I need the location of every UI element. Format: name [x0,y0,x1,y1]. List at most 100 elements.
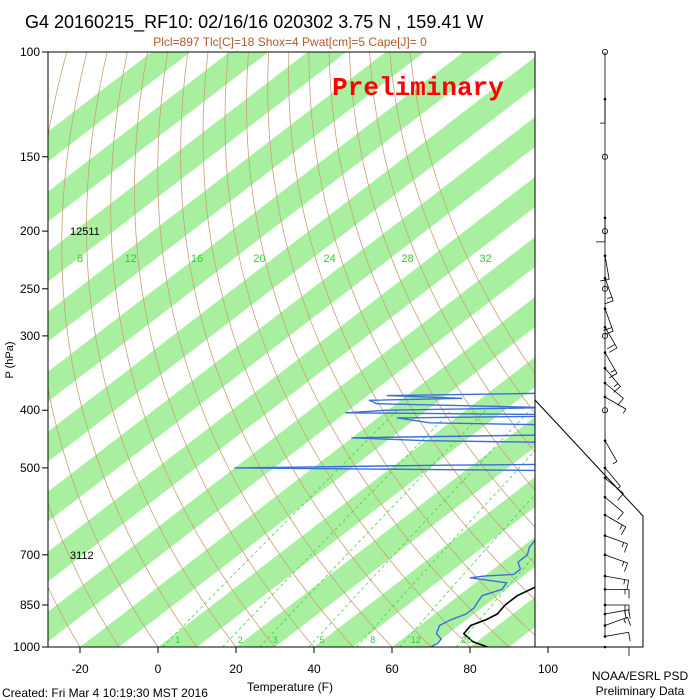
wind-barb-staff [604,554,628,564]
isotherm-band [314,477,535,647]
dry-adiabats [48,52,535,647]
mixing-ratio-label: 8 [77,253,83,265]
wind-barb-feather [623,579,626,585]
preliminary-watermark: Preliminary [332,73,504,103]
mixing-ratio-label: 2 [238,635,243,645]
x-tick-label: 0 [155,662,162,676]
dry-adiabat-line [61,52,198,647]
wind-barb-staff [604,308,614,332]
dry-adiabat-line [134,52,315,647]
mixing-ratio-line [308,409,531,647]
isotherm-band [48,237,535,642]
isotherm-band [48,52,191,162]
y-tick-label: 700 [20,548,40,562]
mixing-ratio-label: 12 [125,253,137,265]
wind-barb-feather [620,526,627,535]
dry-adiabat-line [369,52,535,453]
mixing-ratio-label: 8 [370,635,375,645]
wind-barb-feather [604,330,614,335]
wind-barb-feather [624,562,628,572]
wind-barb-feather [616,485,621,490]
mixing-ratio-line [399,493,535,647]
mixing-ratio-label: 1 [175,635,180,645]
wind-barb-feather [609,373,618,379]
wind-barb-feather [622,408,627,414]
x-axis-label: Temperature (F) [247,680,333,694]
credit-line-1: NOAA/ESRL PSD [592,669,689,683]
wind-barb-feather [612,461,618,465]
height-label: 12511 [70,226,100,238]
y-tick-label: 850 [20,598,40,612]
wind-barb-feather [609,347,618,353]
y-tick-label: 250 [20,282,40,296]
mixing-ratio-label: 3 [273,635,278,645]
wind-barb-feather [610,369,616,373]
wind-barb-staff [604,255,610,280]
mixing-ratio-label: 20 [253,253,265,265]
dry-adiabat-line [246,52,510,647]
wind-barb-staff [604,467,621,487]
dry-adiabat-line [308,52,535,565]
wind-calm-circle [602,332,609,339]
dry-adiabat-line [288,52,535,601]
wind-barb-staff [604,616,628,626]
wind-barb-staff [604,278,614,301]
created-timestamp: Created: Fri Mar 4 10:19:30 MST 2016 [2,686,208,700]
sounding-series [234,392,535,647]
y-tick-label: 300 [20,329,40,343]
dry-adiabat-line [48,52,159,647]
y-tick-label: 400 [20,403,40,417]
chart-subtitle: Plcl=897 Tlc[C]=18 Shox=4 Pwat[cm]=5 Cap… [153,35,427,49]
dry-adiabat-line [389,52,535,414]
mixing-ratio-label: 32 [479,253,491,265]
mixing-ratio-line [162,409,398,647]
wind-barb-feather [603,327,612,331]
dry-adiabat-line [48,586,81,647]
wind-barb-staff [604,396,626,410]
wind-barb-staff [604,326,618,349]
wind-barb-staff [604,477,624,494]
mixing-ratio-label: 12 [411,635,421,645]
wind-barb-feather [621,542,625,548]
wind-calm-circle [602,285,609,292]
dry-adiabat-line [157,52,354,647]
wind-barb-staff [604,440,618,462]
wind-barb-feather [613,386,621,393]
wind-barb-feather [628,632,631,642]
x-axis-ticks: -20 0 20 40 60 80 100 [71,647,558,676]
chart-title: G4 20160215_RF10: 02/16/16 020302 3.75 N… [25,12,483,33]
dry-adiabat-line [48,502,120,647]
dry-adiabat-line [180,52,393,647]
y-tick-label: 1000 [13,640,40,654]
mixing-ratio-label: 16 [191,253,203,265]
y-tick-label: 500 [20,461,40,475]
credit-line-2: Preliminary Data [596,684,685,698]
wind-barb-staff [604,631,629,637]
y-axis-ticks: 100 150 200 250 300 400 500 700 850 1000 [13,45,48,654]
dry-adiabat-line [86,52,237,647]
wind-barb-feather [619,524,623,530]
x-tick-label: 60 [385,662,399,676]
wind-barb-staff [604,496,624,513]
mixing-ratio-line [356,450,535,647]
dry-adiabat-line [202,52,432,647]
wind-barb-feather [607,296,612,300]
wind-calm-circle [602,153,609,160]
mixing-ratio-label: 20 [461,635,471,645]
wind-panel-outline [534,52,644,648]
y-tick-label: 100 [20,45,40,59]
height-labels: 12511 3112 [70,226,100,562]
wind-barb-feather [617,493,624,501]
x-tick-label: -20 [71,662,89,676]
wind-barb-staff [604,535,628,545]
wind-barb-feather [621,561,625,567]
wind-calm-circle [602,49,609,56]
wind-barb-staff [604,382,624,399]
wind-barb-feather [604,300,614,305]
isotherm-band [392,537,535,647]
mixing-ratio-lines [162,409,535,647]
x-tick-label: 20 [229,662,243,676]
x-tick-label: 80 [463,662,477,676]
wind-barb-feather [600,278,610,282]
